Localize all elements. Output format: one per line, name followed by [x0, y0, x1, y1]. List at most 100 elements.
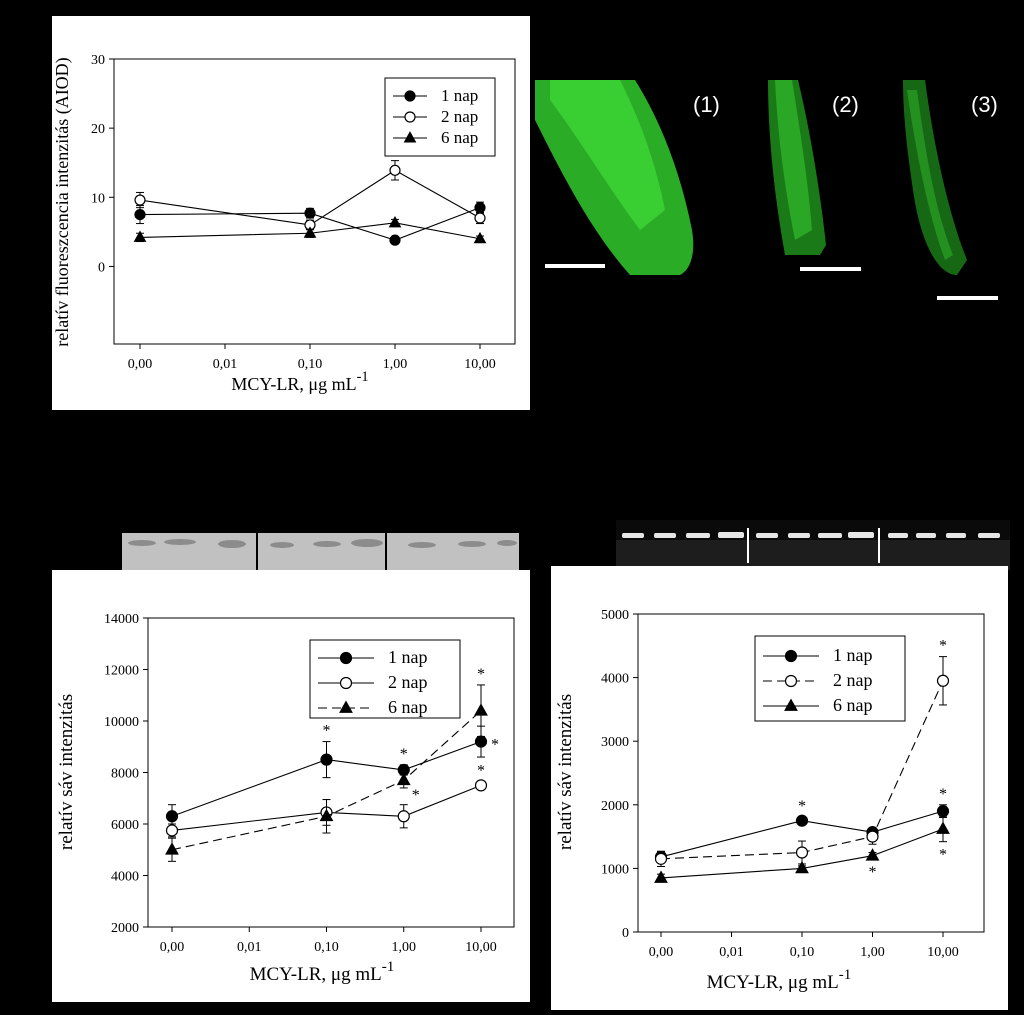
band-intensity-chart-right: 0 1000 2000 3000 4000 5000 0,00 0,01 0,10 1,00 10,…: [555, 608, 985, 993]
chart-d-significance-mark: *: [939, 847, 947, 864]
chart-c-data-point: [319, 808, 334, 822]
chart-c-legend-label: 2 nap: [388, 672, 428, 692]
chart-a-plot-frame: [113, 58, 516, 345]
chart-a-y-tick-label: 20: [91, 122, 105, 137]
gel-image-right: [616, 520, 1010, 570]
chart-a-legend-label: 6 nap: [441, 128, 478, 147]
chart-d-significance-mark: *: [798, 798, 806, 815]
scale-bar-1: [545, 264, 605, 268]
chart-a-y-tick-label: 30: [91, 53, 105, 68]
chart-d-data-point: [795, 860, 809, 874]
chart-c-legend-box: [309, 639, 461, 719]
chart-c-significance-mark: *: [477, 666, 485, 683]
chart-d-data-point: [865, 848, 880, 861]
chart-c-series-line: [171, 741, 482, 817]
chart-c-series-line: [171, 784, 482, 831]
chart-c-significance-mark: *: [323, 723, 331, 740]
chart-a-series-line: [139, 207, 481, 241]
chart-c-x-tick-label: 0,10: [314, 940, 339, 955]
chart-a-legend-label: 1 nap: [441, 86, 478, 105]
chart-c-x-axis-label: MCY-LR, μg mL-1: [250, 958, 395, 985]
gel-divider-4: [878, 528, 880, 563]
chart-a-legend: 1 nap 2 nap 6 nap: [384, 77, 496, 157]
chart-c-y-tick-label: 8000: [111, 767, 139, 782]
chart-a-legend-marker: [404, 90, 416, 102]
chart-a-x-tick-label: 0,10: [298, 357, 323, 372]
chart-c-x-tick-label: 0,00: [160, 940, 185, 955]
chart-d-data-point: [795, 846, 809, 859]
chart-d-data-point: [654, 870, 668, 883]
chart-d-legend-marker: [784, 649, 798, 663]
chart-d-series-line: [660, 810, 944, 858]
chart-d-data-point: [866, 830, 879, 843]
chart-c-data-point: [165, 824, 179, 837]
gel-divider-3: [747, 528, 749, 563]
chart-d-data-point: [795, 814, 809, 827]
chart-a-legend-marker: [404, 111, 416, 123]
chart-d-x-tick-label: 0,00: [649, 945, 674, 960]
chart-a-data-point: [303, 226, 317, 238]
chart-d-significance-mark: *: [939, 786, 947, 803]
chart-a-data-point: [134, 208, 146, 221]
chart-a-legend-label: 2 nap: [441, 107, 478, 126]
chart-a-data-point: [473, 231, 487, 244]
micrograph-3: (3): [875, 80, 1010, 305]
fluorescence-chart-panel: 0 10 20 30 0,00 0,01 0,10 1,00 10,00 MCY-LR, μg m…: [52, 16, 530, 410]
micrograph-label-2: (2): [832, 92, 859, 117]
micrograph-label-3: (3): [971, 92, 998, 117]
chart-d-series-2: [654, 656, 950, 867]
micrograph-1: (1): [530, 80, 740, 275]
chart-d-x-tick-label: 10,00: [927, 945, 959, 960]
chart-a-data-point: [133, 230, 147, 242]
chart-c-data-point: [474, 703, 488, 716]
chart-c-y-tick-label: 6000: [111, 818, 139, 833]
band-intensity-chart-left-panel: 2000 4000 6000 8000 10000 12000 14000 0,00 0,01 0…: [52, 570, 530, 1002]
chart-d-data-point: [936, 805, 950, 818]
chart-c-x-tick-label: 10,00: [465, 940, 497, 955]
chart-a-x-tick-label: 10,00: [464, 357, 496, 372]
chart-d-legend-box: [754, 635, 906, 722]
chart-d-data-point: [654, 852, 668, 865]
gel-divider-1: [256, 533, 258, 570]
chart-d-plot-frame: [637, 613, 985, 933]
chart-c-series-3: [165, 684, 488, 862]
chart-a-x-axis-label: MCY-LR, μg mL-1: [231, 369, 368, 394]
chart-c-legend: 1 nap 2 nap 6 nap: [309, 639, 461, 719]
fluorescence-chart: 0 10 20 30 0,00 0,01 0,10 1,00 10,00 MCY-LR, μg m…: [52, 53, 516, 394]
chart-d-y-tick-label: 2000: [601, 799, 629, 814]
chart-a-data-point: [389, 164, 401, 176]
chart-d-y-tick-label: 0: [622, 926, 629, 941]
chart-d-legend-marker: [784, 674, 798, 688]
chart-d-data-point: [936, 821, 950, 834]
chart-c-significance-mark: *: [400, 746, 408, 763]
chart-c-legend-marker: [339, 651, 353, 665]
chart-c-legend-marker: [339, 676, 353, 690]
chart-d-y-tick-label: 5000: [601, 608, 629, 623]
chart-a-data-point: [474, 202, 486, 214]
chart-d-y-tick-label: 4000: [601, 672, 629, 687]
chart-c-legend-marker: [339, 700, 353, 713]
scale-bar-3: [937, 296, 998, 300]
chart-a-data-point: [304, 207, 316, 219]
chart-a-x-tick-label: 0,00: [128, 357, 153, 372]
chart-c-y-tick-label: 10000: [104, 715, 139, 730]
chart-d-significance-mark: *: [869, 864, 877, 881]
gel-image-left: [122, 533, 519, 570]
chart-c-y-tick-label: 4000: [111, 870, 139, 885]
chart-c-significance-mark: *: [412, 787, 420, 804]
chart-c-data-point: [397, 810, 410, 823]
chart-a-data-point: [134, 194, 146, 206]
chart-c-legend-label: 6 nap: [388, 697, 428, 717]
chart-c-legend-label: 1 nap: [388, 647, 428, 667]
chart-c-data-point: [165, 810, 179, 823]
chart-d-x-tick-label: 0,10: [790, 945, 815, 960]
chart-d-legend-label: 6 nap: [833, 695, 873, 715]
chart-c-data-point: [396, 772, 411, 786]
chart-a-data-point: [389, 234, 401, 246]
chart-c-data-point: [165, 842, 179, 855]
band-intensity-chart-left: 2000 4000 6000 8000 10000 12000 14000 0,00 0,01 0…: [56, 612, 515, 985]
chart-d-legend-marker: [784, 698, 798, 711]
chart-d-y-tick-label: 1000: [601, 862, 629, 877]
chart-c-data-point: [474, 779, 488, 792]
chart-d-x-tick-label: 0,01: [719, 945, 744, 960]
